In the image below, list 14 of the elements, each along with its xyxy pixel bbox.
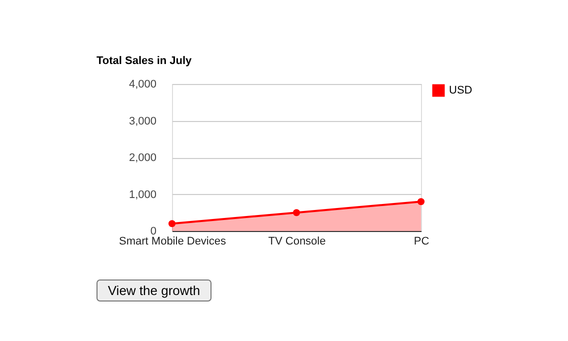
y-tick-label: 4,000 (128, 78, 156, 90)
y-tick-label: 2,000 (128, 152, 156, 164)
legend-label: USD (449, 84, 472, 96)
x-tick-label: PC (414, 236, 430, 248)
chart-title: Total Sales in July (96, 55, 193, 67)
point (168, 220, 176, 228)
point (292, 209, 300, 216)
x-tick-label: Smart Mobile Devices (119, 236, 226, 248)
text: View the growth (108, 283, 200, 298)
point (417, 198, 425, 206)
y-tick-label: 1,000 (128, 188, 156, 201)
y-tick-label: 3,000 (128, 115, 156, 128)
x-tick-label: TV Console (268, 236, 326, 248)
y-tick-label: 0 (150, 226, 156, 238)
